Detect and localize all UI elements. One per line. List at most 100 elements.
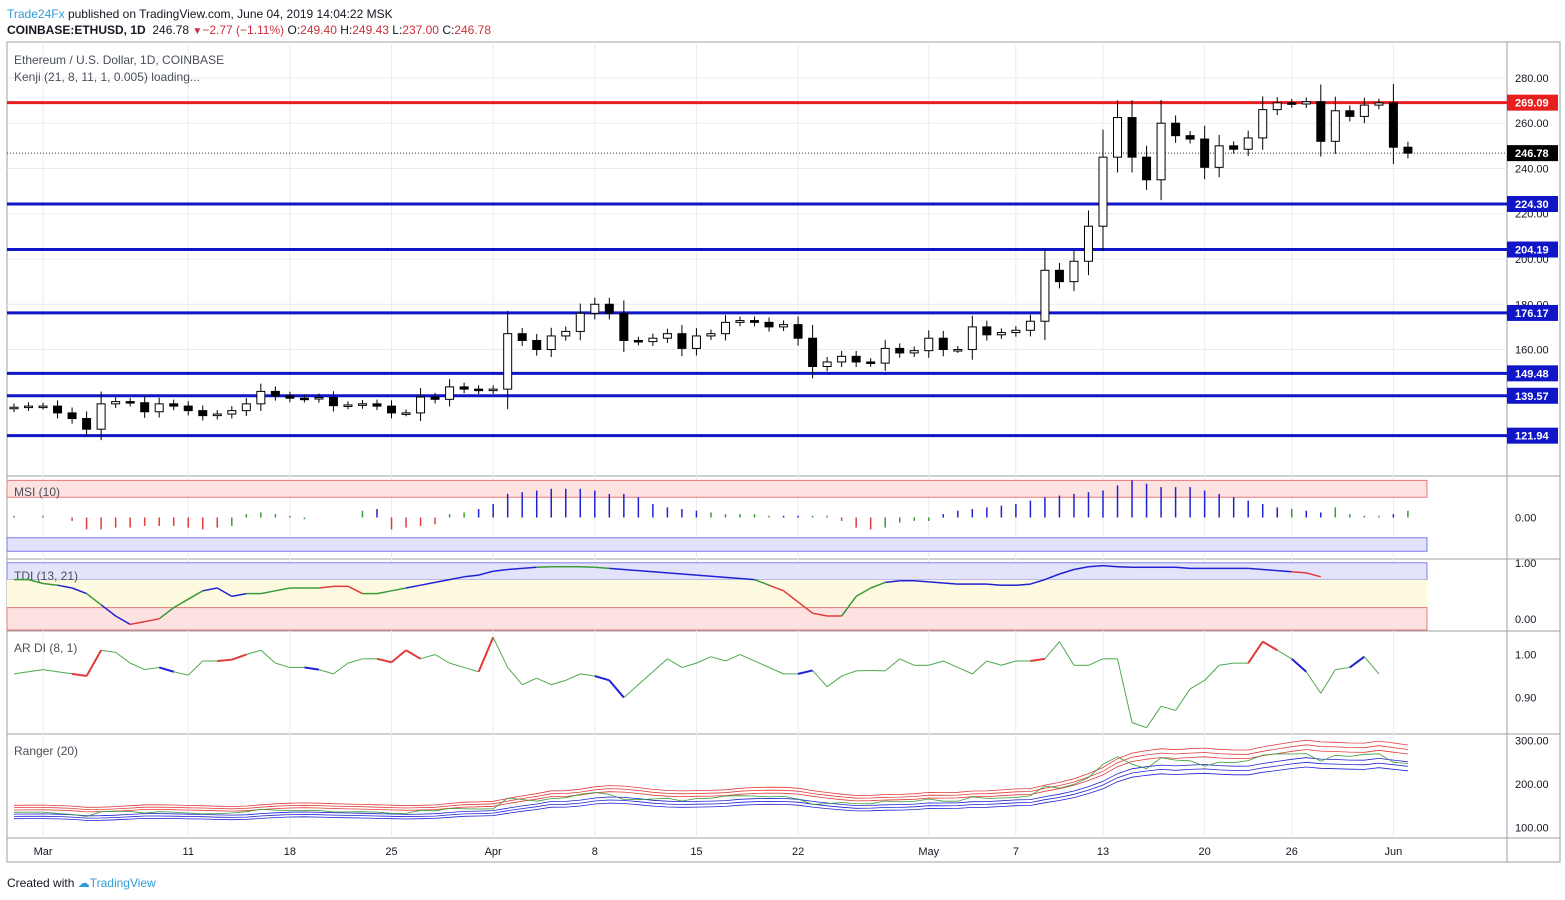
ardi-line-segment: [580, 673, 595, 677]
ardi-line-segment: [42, 669, 58, 673]
candle-body: [140, 402, 150, 413]
ardi-line-segment: [115, 651, 131, 664]
tdi-line-segment: [42, 582, 58, 586]
time-tick-label: May: [918, 846, 939, 858]
ardi-line-segment: [681, 662, 697, 668]
ardi-line-segment: [1305, 671, 1322, 694]
price-change: −2.77 (−1.11%): [202, 23, 285, 37]
ardi-line-segment: [333, 662, 349, 675]
ardi-line-segment: [275, 662, 291, 668]
ardi-line-segment: [217, 658, 232, 662]
symbol-label: COINBASE:ETHUSD, 1D: [7, 23, 146, 37]
ardi-line-segment: [390, 649, 407, 664]
ardi-label: AR DI (8, 1): [14, 641, 77, 655]
tdi-line-segment: [1277, 569, 1292, 573]
candle-body: [1127, 117, 1137, 158]
open-value: 249.40: [300, 23, 337, 37]
tdi-line-segment: [86, 593, 102, 606]
time-tick-label: 13: [1097, 846, 1109, 858]
tdi-line-segment: [405, 584, 421, 589]
tdi-line-segment: [928, 581, 944, 584]
candle-body: [517, 333, 527, 341]
publisher-brand[interactable]: Trade24Fx: [7, 7, 65, 21]
price-line-label: 269.09: [1515, 98, 1549, 110]
tdi-line-segment: [478, 570, 494, 576]
tdi-line-segment: [609, 567, 624, 571]
tradingview-link[interactable]: TradingView: [89, 876, 156, 890]
candle-body: [183, 405, 193, 412]
price-line-tag: [1507, 94, 1558, 111]
tdi-line-segment: [391, 587, 407, 592]
candle-body: [9, 406, 19, 410]
ardi-line-segment: [260, 649, 276, 664]
candle-body: [1330, 110, 1340, 142]
ardi-line-segment: [318, 669, 334, 675]
candle-body: [401, 412, 411, 415]
candle-body: [793, 324, 803, 339]
price-line-label: 176.17: [1515, 308, 1549, 320]
candle-body: [1316, 101, 1326, 142]
price-line-tag: [1507, 304, 1558, 321]
candle-body: [503, 333, 513, 390]
candle-body: [416, 396, 426, 414]
ardi-line-segment: [347, 658, 363, 664]
footer: Created with ☁TradingView: [7, 875, 156, 891]
high-label: H:: [340, 23, 353, 37]
tdi-line-segment: [1044, 573, 1060, 581]
publish-info: published on TradingView.com, June 04, 2…: [67, 7, 393, 21]
ardi-line-segment: [884, 658, 901, 672]
tdi-line-segment: [797, 601, 814, 614]
candle-body: [532, 339, 542, 351]
candle-body: [880, 347, 890, 364]
ardi-line-segment: [1030, 657, 1046, 662]
candle-body: [750, 320, 760, 323]
candle-body: [1258, 109, 1268, 139]
ardi-line-segment: [841, 670, 857, 677]
candle-body: [474, 388, 484, 392]
ardi-line-segment: [187, 660, 204, 676]
tdi-line-segment: [1175, 566, 1191, 570]
ranger-tick-label: 300.00: [1515, 735, 1549, 747]
candle-body: [154, 403, 164, 413]
candle-body: [1185, 135, 1195, 140]
tdi-line-segment: [812, 612, 828, 617]
candle-body: [1156, 122, 1166, 181]
candle-body: [1243, 137, 1253, 150]
candle-body: [1287, 102, 1297, 105]
tdi-line-segment: [855, 587, 872, 598]
ardi-line-segment: [943, 660, 959, 668]
candle-body: [706, 333, 716, 337]
tdi-tick-label: 1.00: [1515, 558, 1536, 570]
candle-body: [1345, 110, 1355, 117]
ohlc-line: COINBASE:ETHUSD, 1D 246.78 ▼−2.77 (−1.11…: [7, 22, 491, 40]
candle-body: [169, 403, 179, 407]
candle-body: [967, 326, 977, 351]
candle-body: [1229, 145, 1239, 150]
time-tick-label: 18: [284, 846, 296, 858]
price-line-tag: [1507, 427, 1558, 444]
ardi-line-segment: [492, 637, 509, 668]
candle-body: [314, 397, 324, 400]
tdi-line-segment: [536, 565, 552, 569]
candle-body: [256, 390, 266, 405]
candle-body: [779, 324, 789, 328]
ardi-line-segment: [13, 671, 29, 675]
candle-body: [633, 339, 643, 343]
candle-body: [691, 335, 701, 349]
ardi-line-segment: [1363, 656, 1380, 675]
tdi-line-segment: [841, 595, 857, 617]
candle-body: [1171, 122, 1181, 137]
ardi-line-segment: [1349, 655, 1365, 669]
candle-body: [837, 355, 847, 363]
created-with: Created with: [7, 876, 75, 890]
price-line-tag: [1507, 365, 1558, 382]
price-line-label: 204.19: [1515, 245, 1549, 257]
candle-body: [343, 404, 353, 407]
candle-body: [387, 405, 397, 414]
tdi-line-segment: [493, 568, 508, 572]
candle-body: [111, 401, 121, 405]
time-tick-label: Jun: [1385, 846, 1403, 858]
price-tick-label: 260.00: [1515, 118, 1549, 130]
candle-body: [82, 418, 92, 430]
